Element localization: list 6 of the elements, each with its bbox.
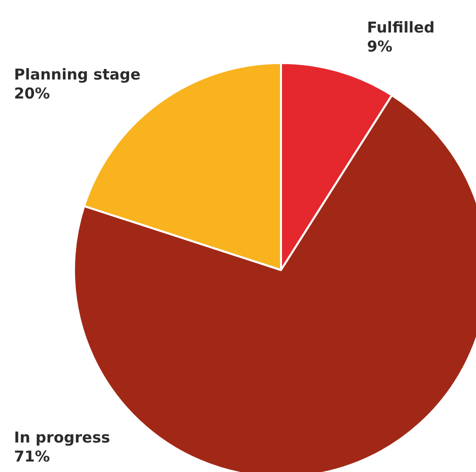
data-label: 71% [14, 448, 50, 466]
data-label: 20% [14, 84, 50, 102]
data-label: 9% [367, 38, 392, 56]
slice-label: In progress [14, 428, 110, 446]
slice-label: Planning stage [14, 66, 141, 84]
slice-label: Fulfilled [367, 18, 435, 36]
